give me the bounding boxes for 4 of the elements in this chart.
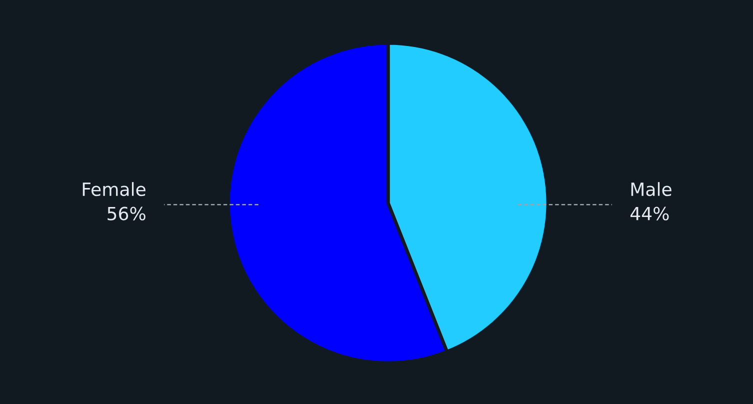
slice-label: Male	[631, 182, 672, 196]
data-label: 56%	[108, 206, 146, 220]
data-label: 44%	[630, 206, 669, 220]
slice-label: Female	[82, 182, 146, 196]
